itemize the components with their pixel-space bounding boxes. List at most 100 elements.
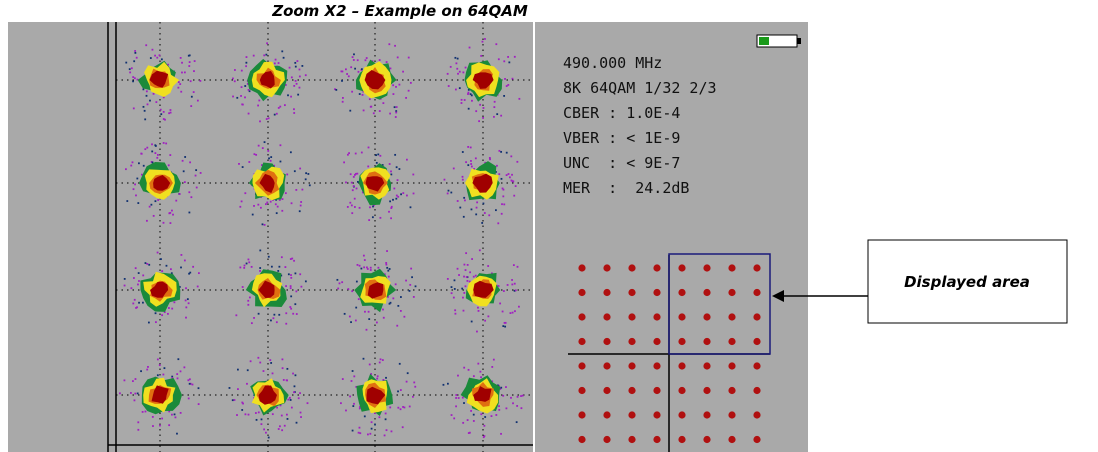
- scatter-dot: [146, 368, 149, 371]
- scatter-dot: [144, 148, 147, 151]
- mini-point: [628, 337, 636, 346]
- scatter-dot: [509, 312, 512, 314]
- scatter-dot: [166, 312, 169, 315]
- cluster-blob: [259, 71, 275, 89]
- scatter-dot: [241, 409, 244, 411]
- scatter-dot: [511, 311, 514, 314]
- scatter-dot: [513, 55, 516, 58]
- mini-point: [703, 264, 711, 272]
- scatter-dot: [289, 285, 292, 288]
- scatter-dot: [273, 62, 276, 65]
- scatter-dot: [467, 91, 470, 94]
- scatter-dot: [378, 110, 381, 112]
- scatter-dot: [370, 427, 373, 430]
- scatter-dot: [171, 209, 173, 212]
- scatter-dot: [152, 425, 154, 427]
- scatter-dot: [456, 67, 459, 70]
- scatter-dot: [342, 97, 344, 99]
- scatter-dot: [199, 80, 202, 82]
- scatter-dot: [266, 201, 269, 204]
- scatter-dot: [360, 267, 363, 270]
- scatter-dot: [405, 380, 408, 383]
- scatter-dot: [257, 104, 260, 107]
- scatter-dot: [514, 289, 517, 292]
- scatter-dot: [358, 264, 361, 267]
- scatter-dot: [246, 382, 248, 385]
- scatter-dot: [143, 109, 146, 112]
- scatter-dot: [381, 164, 384, 166]
- scatter-dot: [290, 274, 292, 276]
- scatter-dot: [516, 395, 519, 398]
- mini-point: [728, 386, 736, 395]
- callout-box: [867, 239, 1068, 324]
- scatter-dot: [463, 292, 466, 294]
- cluster: [235, 249, 307, 325]
- scatter-dot: [288, 66, 291, 69]
- scatter-dot: [261, 223, 264, 226]
- scatter-dot: [282, 56, 285, 59]
- scatter-dot: [304, 280, 307, 283]
- scatter-dot: [269, 200, 272, 203]
- scatter-dot: [297, 93, 300, 96]
- scatter-dot: [148, 205, 151, 208]
- scatter-dot: [340, 402, 342, 405]
- status-line: VBER : < 1E-9: [563, 129, 680, 147]
- scatter-dot: [352, 185, 355, 187]
- scatter-dot: [158, 364, 161, 367]
- scatter-dot: [248, 90, 251, 93]
- scatter-dot: [161, 270, 164, 273]
- scatter-dot: [260, 418, 263, 421]
- scatter-dot: [514, 185, 517, 188]
- scatter-dot: [396, 179, 399, 182]
- scatter-dot: [358, 407, 361, 410]
- mini-point: [678, 411, 686, 419]
- scatter-dot: [279, 425, 281, 428]
- scatter-dot: [497, 58, 500, 61]
- scatter-dot: [346, 153, 349, 156]
- scatter-dot: [375, 161, 378, 164]
- scatter-dot: [505, 85, 508, 87]
- scatter-dot: [275, 198, 278, 201]
- scatter-dot: [196, 285, 199, 288]
- scatter-dot: [480, 54, 483, 57]
- scatter-dot: [502, 394, 505, 397]
- scatter-dot: [372, 205, 374, 208]
- scatter-dot: [458, 87, 461, 90]
- scatter-dot: [395, 85, 397, 88]
- scatter-dot: [452, 167, 455, 170]
- scatter-dot: [180, 90, 183, 93]
- scatter-dot: [281, 50, 284, 53]
- scatter-dot: [483, 424, 486, 427]
- scatter-dot: [394, 283, 397, 286]
- scatter-dot: [447, 85, 450, 87]
- scatter-dot: [189, 271, 192, 274]
- scatter-dot: [135, 194, 137, 197]
- scatter-dot: [461, 178, 464, 181]
- scatter-dot: [156, 374, 159, 377]
- scatter-dot: [189, 161, 192, 164]
- scatter-dot: [157, 154, 159, 156]
- scatter-dot: [265, 203, 267, 206]
- scatter-dot: [193, 60, 196, 62]
- scatter-dot: [125, 168, 127, 171]
- scatter-dot: [179, 83, 182, 85]
- scatter-dot: [482, 107, 485, 109]
- scatter-dot: [493, 106, 496, 109]
- scatter-dot: [245, 65, 248, 68]
- scatter-dot: [365, 328, 368, 331]
- scatter-dot: [163, 367, 166, 370]
- scatter-dot: [476, 330, 478, 333]
- scatter-dot: [187, 379, 190, 382]
- scatter-dot: [497, 384, 500, 387]
- scatter-dot: [123, 379, 126, 382]
- scatter-dot: [462, 215, 465, 218]
- scatter-dot: [236, 96, 239, 99]
- mini-point: [578, 288, 586, 297]
- cluster: [446, 249, 520, 333]
- scatter-dot: [280, 256, 283, 259]
- scatter-dot: [186, 298, 189, 301]
- scatter-dot: [392, 93, 395, 95]
- scatter-dot: [370, 373, 373, 375]
- scatter-dot: [192, 265, 195, 268]
- scatter-dot: [183, 259, 186, 262]
